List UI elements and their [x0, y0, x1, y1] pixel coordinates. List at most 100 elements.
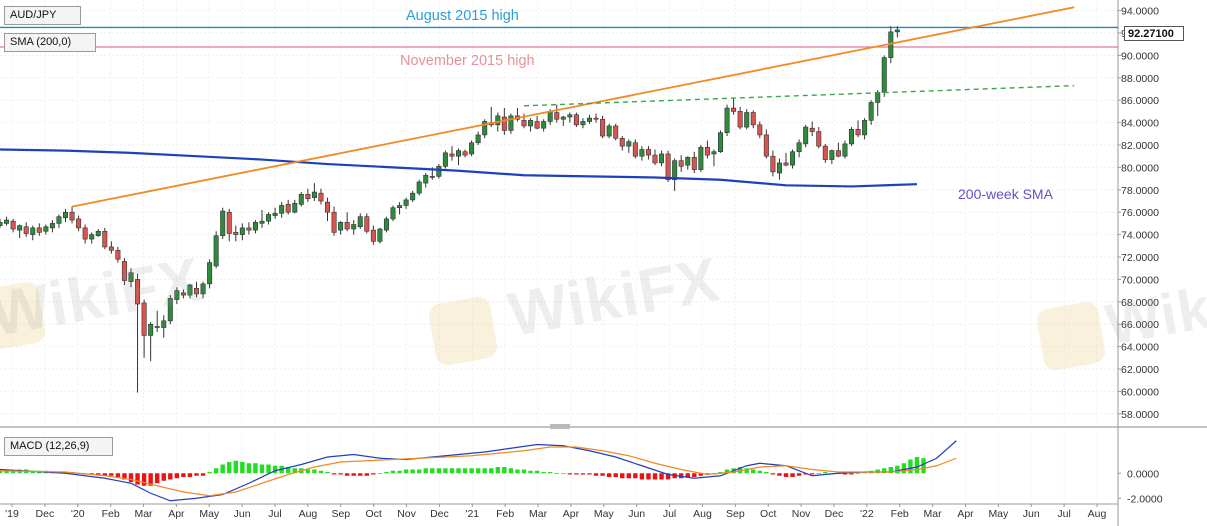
candle-body [449, 153, 455, 157]
candle-body [868, 102, 874, 121]
macd-histogram-bar [718, 472, 723, 474]
candle [665, 150, 671, 182]
macd-legend[interactable]: MACD (12,26,9) [4, 437, 113, 456]
candle [4, 216, 10, 226]
macd-histogram-bar [213, 468, 219, 474]
candle-body [508, 115, 514, 131]
candle [626, 139, 632, 153]
candle [862, 118, 868, 140]
candle-body [593, 117, 599, 120]
sma-200-week-label: 200-week SMA [958, 186, 1053, 202]
candle-body [803, 126, 809, 145]
macd-histogram-bar [462, 468, 468, 474]
macd-histogram-bar [855, 473, 861, 475]
macd-histogram-bar [207, 472, 212, 474]
price-tick-label: 68.0000 [1121, 297, 1159, 309]
candle [593, 113, 599, 123]
price-tick-label: 80.0000 [1121, 162, 1159, 174]
candle-body [135, 279, 141, 305]
macd-histogram-bar [842, 473, 848, 475]
candle-body [541, 121, 547, 129]
candle [167, 295, 173, 325]
candle [881, 55, 887, 97]
candle-body [318, 192, 324, 202]
candle-body [141, 302, 147, 336]
macd-histogram-bar [482, 468, 487, 474]
candle-body [233, 232, 239, 235]
sma-legend[interactable]: SMA (200,0) [4, 33, 96, 52]
candle-body [351, 224, 357, 230]
candle [279, 202, 285, 218]
candle-body [397, 205, 403, 209]
candle [776, 158, 782, 180]
candle [0, 218, 3, 228]
macd-histogram-bar [259, 464, 265, 474]
macd-histogram-bar [600, 473, 605, 476]
candle [82, 224, 88, 244]
candle-body [154, 326, 160, 328]
macd-histogram-bar [377, 473, 383, 475]
macd-histogram-bar [777, 473, 782, 476]
candle [698, 145, 704, 172]
macd-tick-label: -2.0000 [1127, 493, 1163, 505]
nov-2015-high-label: November 2015 high [400, 53, 535, 69]
candle [462, 149, 468, 158]
macd-histogram-bar [220, 464, 225, 474]
candle [744, 109, 750, 130]
candle-body [829, 150, 835, 160]
macd-histogram-bar [286, 467, 291, 474]
candle-body [659, 153, 665, 164]
macd-histogram-bar [403, 469, 409, 474]
macd-histogram-bar [469, 468, 474, 474]
candle [213, 231, 219, 269]
macd-histogram-bar [384, 472, 389, 474]
candle-body [239, 227, 245, 235]
time-tick-label: Mar [924, 508, 943, 520]
macd-histogram-bar [901, 463, 907, 474]
candle [266, 212, 272, 225]
price-tick-label: 78.0000 [1121, 185, 1159, 197]
candle-body [305, 193, 311, 200]
candle-body [645, 149, 651, 156]
macd-histogram-bar [908, 459, 913, 474]
candle [298, 192, 304, 207]
time-tick-label: Sep [726, 508, 745, 520]
macd-histogram-bar [724, 469, 730, 474]
macd-histogram-bar [227, 462, 232, 474]
candle-body [501, 116, 507, 131]
macd-histogram-bar [417, 469, 422, 474]
candle-body [560, 116, 566, 120]
candle [43, 224, 49, 235]
macd-histogram-bar [312, 469, 317, 474]
macd-histogram-bar [574, 473, 579, 475]
macd-histogram-bar [679, 473, 684, 479]
candle [639, 146, 645, 161]
macd-histogram-bar [646, 473, 651, 480]
candle-body [30, 227, 36, 235]
candle [344, 212, 350, 232]
macd-histogram-bar [849, 473, 854, 475]
candle-body [822, 145, 828, 160]
candle-body [121, 261, 127, 281]
candle [115, 246, 121, 263]
candle-body [573, 114, 579, 126]
candle-body [220, 210, 226, 237]
time-tick-label: Apr [168, 508, 185, 520]
macd-histogram-bar [371, 473, 376, 475]
candle [822, 143, 828, 163]
candle-body [10, 220, 16, 230]
candle [194, 281, 200, 298]
time-tick-label: '19 [5, 508, 19, 520]
candle-body [600, 118, 606, 137]
macd-histogram-bar [430, 468, 435, 474]
candle-body [691, 157, 697, 170]
candle-body [213, 235, 219, 267]
macd-histogram-bar [875, 469, 880, 474]
candle-body [475, 134, 481, 144]
candle-body [875, 92, 881, 103]
candle [835, 142, 841, 158]
level-lines [0, 26, 1118, 48]
macd-histogram-bar [351, 473, 356, 476]
candle-body [252, 221, 258, 231]
